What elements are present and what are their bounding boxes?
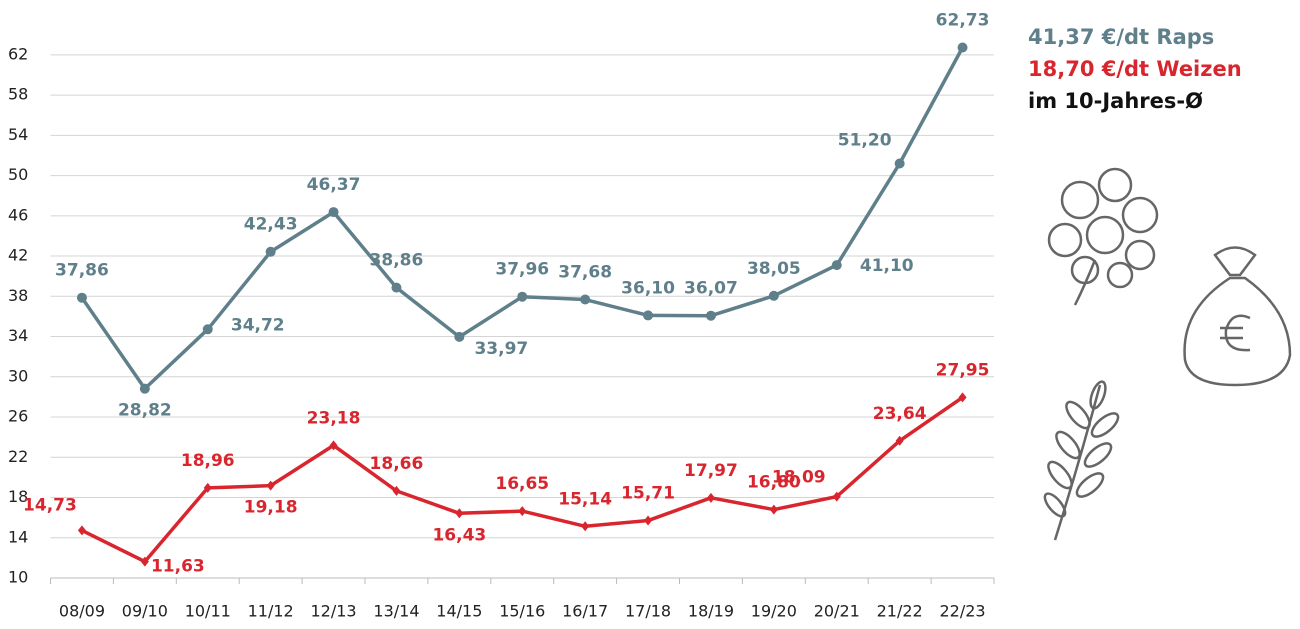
flower-icon xyxy=(1047,167,1159,306)
point xyxy=(265,246,276,257)
value-label: 17,97 xyxy=(684,461,738,481)
value-label: 15,14 xyxy=(558,489,612,509)
x-tick-label: 21/22 xyxy=(877,602,923,621)
series-line xyxy=(80,46,965,391)
value-label: 36,07 xyxy=(684,279,738,299)
point xyxy=(644,515,653,526)
y-tick-label: 42 xyxy=(8,246,28,265)
value-label: 37,86 xyxy=(55,261,109,281)
annotation: 41,37 €/dt Raps xyxy=(1028,25,1214,49)
point xyxy=(139,383,150,394)
x-tick-label: 18/19 xyxy=(688,602,734,621)
value-label: 18,09 xyxy=(772,468,826,488)
point xyxy=(580,294,591,305)
point xyxy=(894,158,905,169)
x-tick-label: 19/20 xyxy=(751,602,797,621)
point xyxy=(202,324,213,335)
value-label: 37,96 xyxy=(495,260,549,280)
x-tick-label: 09/10 xyxy=(122,602,168,621)
x-tick-label: 08/09 xyxy=(59,602,105,621)
point xyxy=(831,260,842,271)
point xyxy=(581,521,590,532)
annotation: im 10-Jahres-Ø xyxy=(1028,89,1203,113)
value-label: 38,86 xyxy=(370,251,424,271)
value-label: 51,20 xyxy=(838,130,892,150)
value-label: 23,18 xyxy=(307,408,361,428)
annotation: 18,70 €/dt Weizen xyxy=(1028,57,1242,81)
y-tick-label: 22 xyxy=(8,447,28,466)
value-label: 28,82 xyxy=(118,401,172,421)
y-tick-label: 62 xyxy=(8,44,28,63)
y-tick-label: 26 xyxy=(8,407,28,426)
value-label: 16,65 xyxy=(495,474,549,494)
point xyxy=(454,331,465,342)
point xyxy=(455,508,464,519)
y-tick-label: 46 xyxy=(8,205,28,224)
point xyxy=(329,440,338,451)
value-label: 16,43 xyxy=(432,525,486,545)
point xyxy=(957,42,968,53)
y-tick-label: 30 xyxy=(8,366,28,385)
value-label: 33,97 xyxy=(474,339,528,359)
point xyxy=(517,291,528,302)
point xyxy=(769,504,778,515)
point xyxy=(77,525,86,536)
point xyxy=(768,290,779,301)
x-tick-label: 16/17 xyxy=(562,602,608,621)
point xyxy=(895,435,904,446)
y-tick-label: 14 xyxy=(8,527,28,546)
x-tick-label: 14/15 xyxy=(436,602,482,621)
value-label: 19,18 xyxy=(244,498,298,518)
y-tick-label: 58 xyxy=(8,85,28,104)
value-label: 62,73 xyxy=(936,10,990,30)
value-label: 38,05 xyxy=(747,259,801,279)
point xyxy=(705,310,716,321)
value-label: 34,72 xyxy=(231,315,285,335)
point xyxy=(140,556,149,567)
y-tick-label: 18 xyxy=(8,487,28,506)
y-tick-label: 38 xyxy=(8,286,28,305)
point xyxy=(76,292,87,303)
x-tick-label: 20/21 xyxy=(814,602,860,621)
value-label: 42,43 xyxy=(244,215,298,235)
x-tick-label: 11/12 xyxy=(248,602,294,621)
value-label: 37,68 xyxy=(558,263,612,283)
point xyxy=(266,480,275,491)
point xyxy=(706,492,715,503)
x-tick-label: 17/18 xyxy=(625,602,671,621)
point xyxy=(643,310,654,321)
x-tick-label: 13/14 xyxy=(373,602,419,621)
point xyxy=(391,282,402,293)
value-label: 14,73 xyxy=(23,495,77,515)
point xyxy=(958,392,967,403)
point xyxy=(832,491,841,502)
point xyxy=(392,485,401,496)
y-tick-label: 10 xyxy=(8,568,28,587)
value-label: 36,10 xyxy=(621,278,675,298)
value-label: 41,10 xyxy=(860,256,914,276)
point xyxy=(203,482,212,493)
point xyxy=(518,506,527,517)
value-label: 18,96 xyxy=(181,451,235,471)
wheat-icon xyxy=(1043,380,1120,541)
value-label: 11,63 xyxy=(151,557,205,577)
value-label: 15,71 xyxy=(621,484,675,504)
point xyxy=(328,207,339,218)
x-tick-label: 12/13 xyxy=(310,602,356,621)
y-tick-label: 34 xyxy=(8,326,28,345)
x-tick-label: 10/11 xyxy=(185,602,231,621)
value-label: 46,37 xyxy=(307,175,361,195)
value-label: 23,64 xyxy=(873,404,927,424)
x-tick-label: 15/16 xyxy=(499,602,545,621)
value-label: 18,66 xyxy=(370,454,424,474)
y-tick-label: 50 xyxy=(8,165,28,184)
money-bag-icon xyxy=(1183,246,1292,387)
y-tick-label: 54 xyxy=(8,125,28,144)
value-label: 27,95 xyxy=(936,360,990,380)
icons xyxy=(1043,167,1292,541)
x-tick-label: 22/23 xyxy=(939,602,985,621)
value-label: 16,80 xyxy=(747,473,801,493)
